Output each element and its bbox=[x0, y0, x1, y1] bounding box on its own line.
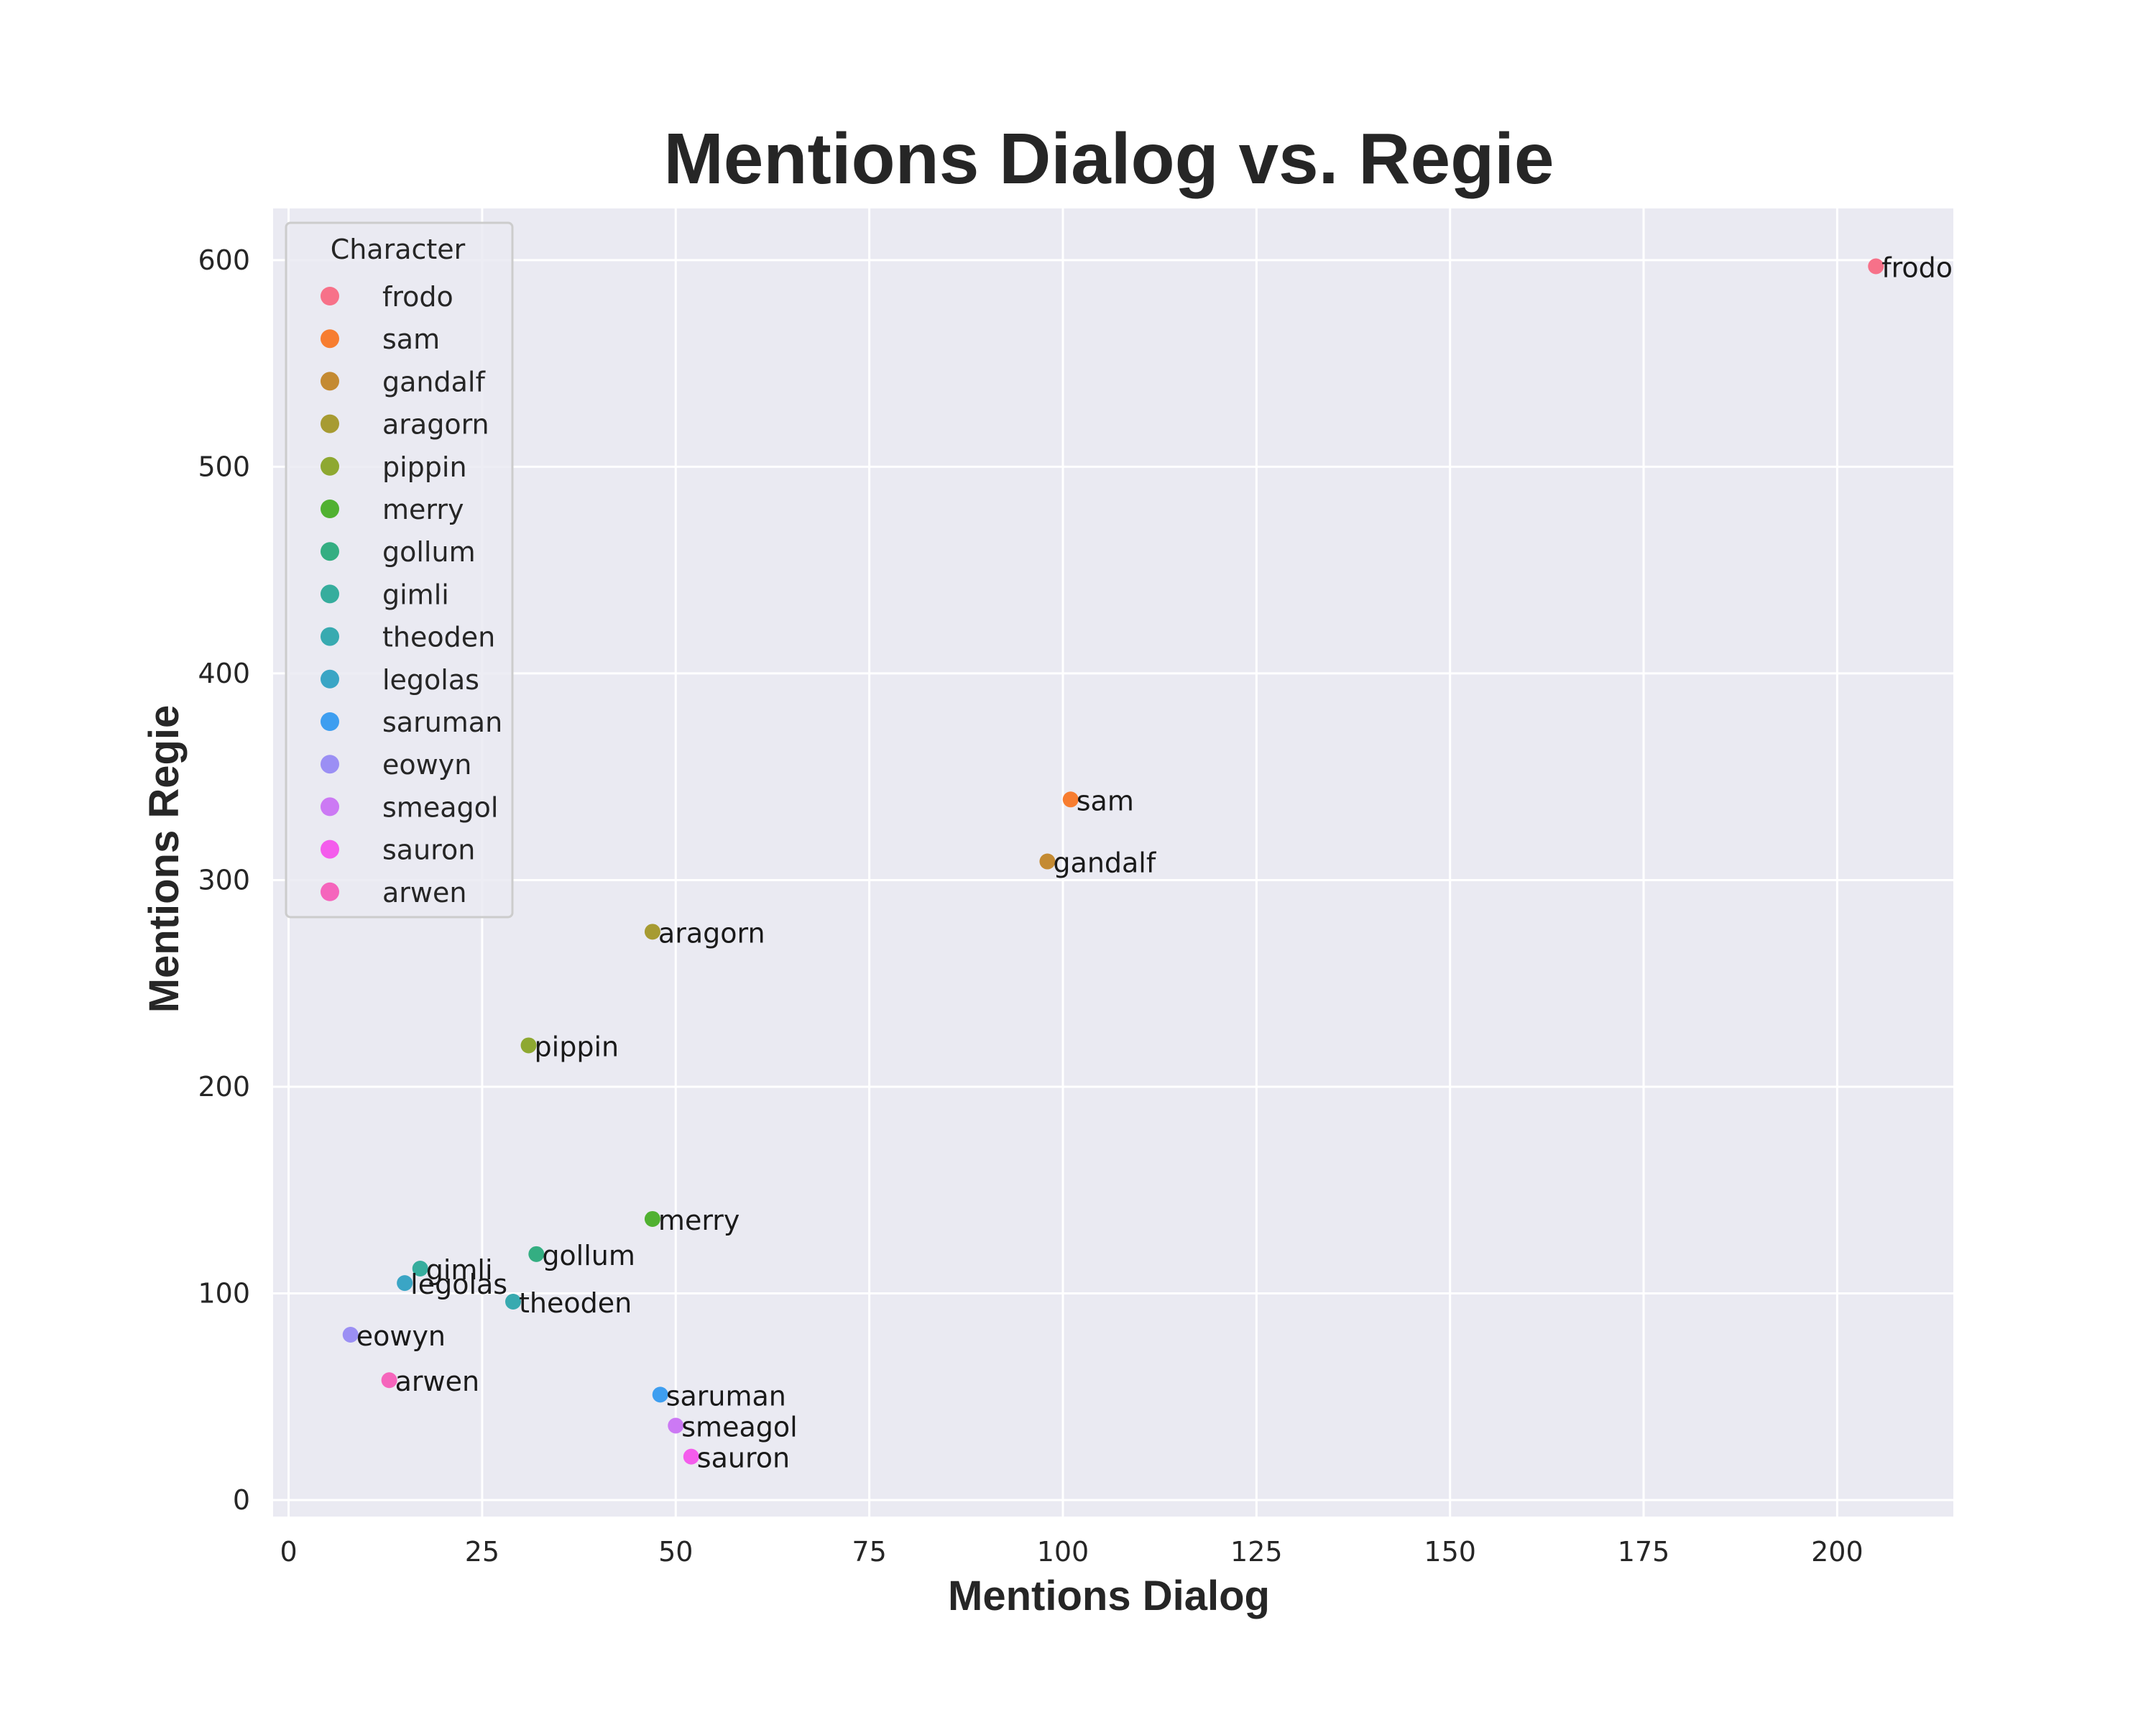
chart-title: Mentions Dialog vs. Regie bbox=[663, 119, 1554, 199]
legend-label-aragorn: aragorn bbox=[382, 409, 489, 441]
x-tick-label: 75 bbox=[852, 1536, 886, 1568]
point-label-legolas: legolas bbox=[410, 1269, 507, 1300]
point-label-smeagol: smeagol bbox=[681, 1411, 797, 1443]
legend-marker-eowyn bbox=[321, 755, 339, 774]
x-tick-label: 25 bbox=[465, 1536, 499, 1568]
data-point-aragorn bbox=[644, 924, 660, 940]
legend-label-gimli: gimli bbox=[382, 579, 449, 610]
legend-marker-saruman bbox=[321, 712, 339, 731]
grid-lines bbox=[273, 208, 1953, 1517]
data-point-merry bbox=[644, 1210, 660, 1227]
y-axis-label: Mentions Regie bbox=[141, 705, 188, 1013]
y-tick-label: 100 bbox=[198, 1277, 250, 1309]
legend-marker-merry bbox=[321, 500, 339, 518]
point-label-theoden: theoden bbox=[519, 1287, 632, 1319]
point-label-pippin: pippin bbox=[535, 1031, 619, 1062]
data-point-arwen bbox=[381, 1372, 397, 1389]
legend: Character frodo sam gandalf aragorn pippin mer… bbox=[285, 221, 514, 919]
legend-label-gollum: gollum bbox=[382, 536, 476, 568]
legend-label-smeagol: smeagol bbox=[382, 791, 498, 823]
point-label-saruman: saruman bbox=[666, 1380, 786, 1412]
plot-area bbox=[273, 208, 1953, 1517]
x-tick-label: 100 bbox=[1037, 1536, 1089, 1568]
y-tick-label: 200 bbox=[198, 1071, 250, 1103]
point-label-gollum: gollum bbox=[542, 1240, 635, 1271]
legend-marker-gandalf bbox=[321, 372, 339, 391]
tick-labels: 0 25 50 75 100 125 150 175 200 0 100 200 300 400 500 60… bbox=[198, 244, 1863, 1568]
data-point-gimli bbox=[412, 1260, 428, 1276]
point-label-arwen: arwen bbox=[395, 1366, 479, 1397]
x-tick-label: 175 bbox=[1618, 1536, 1670, 1568]
legend-marker-sam bbox=[321, 329, 339, 349]
point-label-merry: merry bbox=[658, 1205, 740, 1236]
legend-marker-pippin bbox=[321, 456, 339, 476]
data-point-theoden bbox=[505, 1293, 521, 1310]
x-tick-label: 0 bbox=[280, 1536, 297, 1568]
point-label-eowyn: eowyn bbox=[356, 1320, 446, 1352]
legend-marker-theoden bbox=[321, 627, 339, 646]
legend-marker-arwen bbox=[321, 882, 339, 901]
legend-label-eowyn: eowyn bbox=[382, 749, 471, 781]
legend-label-arwen: arwen bbox=[382, 877, 466, 908]
data-point-frodo bbox=[1868, 258, 1884, 275]
data-point-sam bbox=[1062, 791, 1079, 808]
legend-marker-sauron bbox=[321, 840, 339, 859]
legend-label-gandalf: gandalf bbox=[382, 366, 486, 397]
data-points bbox=[342, 258, 1884, 1465]
y-tick-label: 600 bbox=[198, 244, 250, 276]
y-tick-label: 0 bbox=[233, 1484, 250, 1516]
x-tick-label: 200 bbox=[1811, 1536, 1864, 1568]
data-point-saruman bbox=[652, 1386, 668, 1403]
legend-marker-frodo bbox=[321, 287, 339, 305]
legend-label-merry: merry bbox=[382, 494, 464, 525]
point-label-gandalf: gandalf bbox=[1053, 847, 1156, 879]
legend-label-saruman: saruman bbox=[382, 707, 502, 738]
legend-label-frodo: frodo bbox=[382, 281, 453, 313]
point-label-aragorn: aragorn bbox=[658, 917, 765, 949]
legend-box bbox=[285, 221, 514, 919]
legend-marker-gimli bbox=[321, 584, 339, 604]
legend-label-sam: sam bbox=[382, 323, 440, 355]
x-tick-label: 125 bbox=[1230, 1536, 1283, 1568]
data-point-smeagol bbox=[668, 1417, 684, 1434]
data-point-gandalf bbox=[1039, 853, 1056, 870]
legend-marker-aragorn bbox=[321, 414, 339, 433]
data-point-eowyn bbox=[342, 1326, 359, 1343]
x-tick-label: 150 bbox=[1424, 1536, 1476, 1568]
data-point-sauron bbox=[683, 1448, 699, 1465]
legend-label-theoden: theoden bbox=[382, 622, 495, 653]
y-tick-label: 300 bbox=[198, 864, 250, 896]
data-point-legolas bbox=[397, 1275, 413, 1292]
x-axis-label: Mentions Dialog bbox=[948, 1573, 1270, 1619]
legend-label-sauron: sauron bbox=[382, 834, 475, 866]
legend-title: Character bbox=[331, 234, 466, 265]
point-label-sauron: sauron bbox=[697, 1443, 790, 1474]
point-label-gimli: gimli bbox=[426, 1254, 493, 1286]
legend-label-pippin: pippin bbox=[382, 451, 467, 483]
legend-marker-gollum bbox=[321, 542, 339, 561]
legend-label-legolas: legolas bbox=[382, 664, 479, 696]
data-point-pippin bbox=[520, 1037, 537, 1054]
point-labels: frodo sam gandalf aragorn pippin merry gollum g… bbox=[356, 252, 1953, 1474]
legend-marker-smeagol bbox=[321, 797, 339, 816]
legend-marker-legolas bbox=[321, 669, 339, 689]
point-label-sam: sam bbox=[1077, 785, 1134, 816]
y-tick-label: 400 bbox=[198, 658, 250, 689]
point-label-frodo: frodo bbox=[1881, 252, 1953, 284]
data-point-gollum bbox=[528, 1246, 545, 1262]
y-tick-label: 500 bbox=[198, 451, 250, 482]
x-tick-label: 50 bbox=[658, 1536, 693, 1568]
